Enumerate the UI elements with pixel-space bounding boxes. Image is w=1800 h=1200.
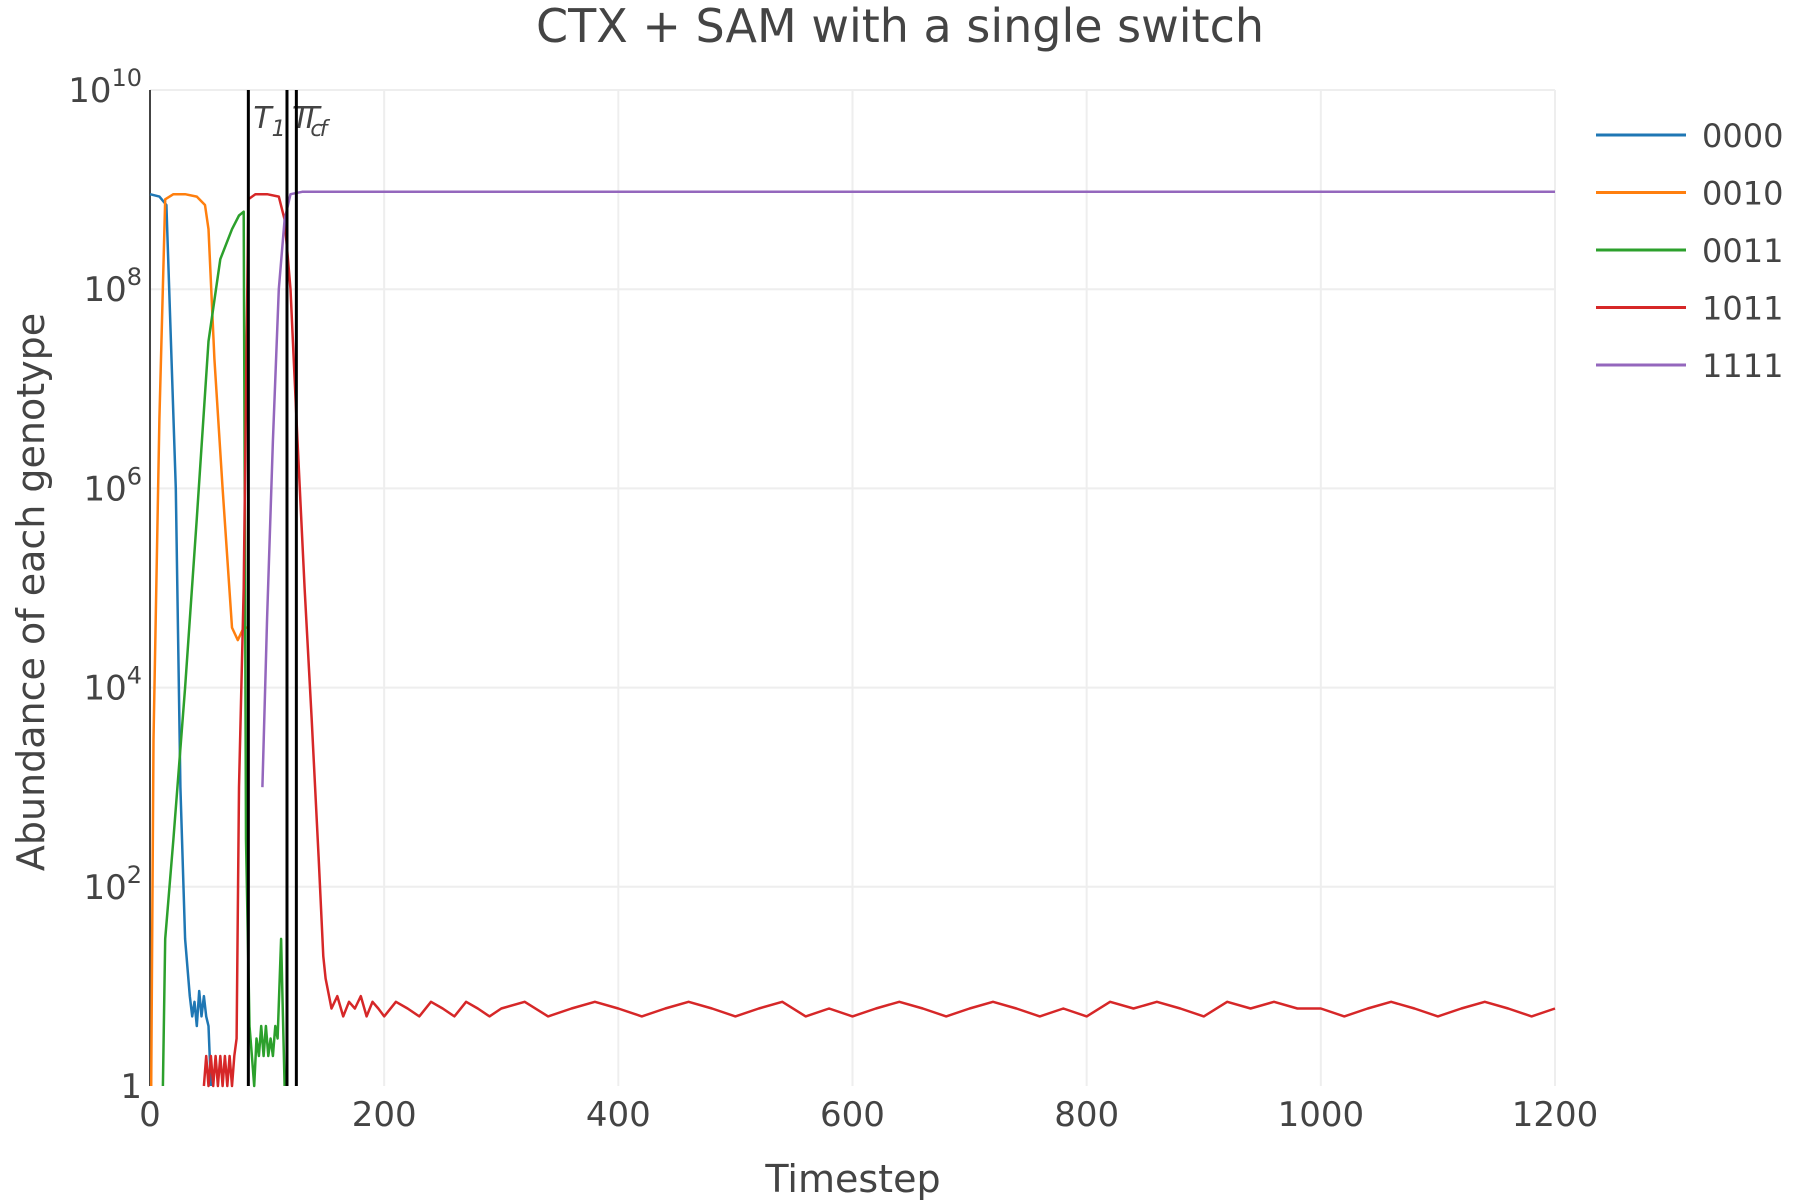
- series-line-0000: [149, 192, 213, 1087]
- threshold-label-T1: T1: [253, 101, 285, 142]
- legend-label-0011: 0011: [1702, 232, 1783, 270]
- y-tick-label: 106: [83, 462, 142, 509]
- x-tick-label: 1000: [1278, 1095, 1365, 1135]
- chart-title: CTX + SAM with a single switch: [536, 0, 1264, 53]
- y-tick-label: 1: [120, 1067, 142, 1107]
- grid: [150, 89, 1556, 1086]
- x-tick-label: 400: [586, 1095, 651, 1135]
- threshold-label-Tf: Tf: [301, 101, 330, 142]
- x-tick-label: 1200: [1512, 1095, 1599, 1135]
- legend: 0000 0010 0011 1011 1111: [1596, 117, 1783, 385]
- y-tick-label: 102: [83, 861, 142, 908]
- series-line-0010: [149, 192, 249, 1087]
- x-tick-label: 800: [1054, 1095, 1119, 1135]
- legend-label-1111: 1111: [1702, 347, 1783, 385]
- x-tick-label: 200: [352, 1095, 417, 1135]
- legend-label-1011: 1011: [1702, 290, 1783, 328]
- x-tick-label: 0: [139, 1095, 161, 1135]
- x-axis-title: Timestep: [764, 1157, 940, 1200]
- series-line-1111: [261, 190, 1555, 788]
- y-axis-title: Abundance of each genotype: [9, 313, 53, 871]
- legend-label-0000: 0000: [1702, 117, 1783, 155]
- legend-label-0010: 0010: [1702, 175, 1783, 213]
- plot-area: [149, 190, 1556, 1088]
- y-tick-label: 108: [83, 263, 142, 310]
- axes: 0 200 400 600 800 1000 1200 1 102 104 106 108 1010: [68, 64, 1598, 1135]
- series-line-0011: [161, 210, 286, 1088]
- y-tick-label: 1010: [68, 64, 142, 111]
- y-tick-label: 104: [83, 662, 142, 709]
- series-line-1011: [202, 192, 1556, 1088]
- x-tick-label: 600: [820, 1095, 885, 1135]
